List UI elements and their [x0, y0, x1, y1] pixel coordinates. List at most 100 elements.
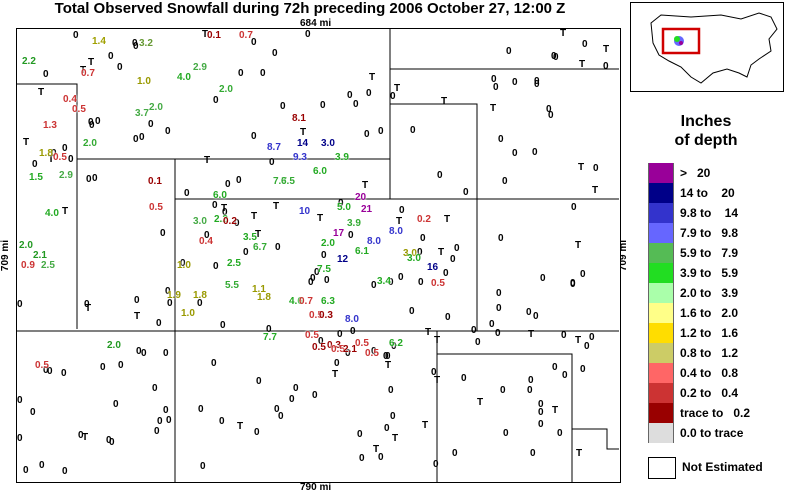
observation-value: 1.0: [177, 260, 191, 271]
observation-zero-marker: T: [221, 203, 228, 214]
observation-zero-marker: 0: [452, 448, 458, 459]
observation-zero-marker: T: [202, 29, 209, 40]
observation-zero-marker: 0: [225, 179, 231, 190]
observation-zero-marker: 0: [353, 99, 359, 110]
observation-zero-marker: 0: [109, 437, 115, 448]
observation-value: 12: [337, 254, 349, 265]
observation-value: 0.5: [312, 342, 326, 353]
legend-label: 0.8 to 1.2: [680, 346, 739, 360]
observation-value: 2.0: [107, 340, 121, 351]
observation-zero-marker: 0: [538, 407, 544, 418]
observation-zero-marker: T: [82, 432, 89, 443]
observation-zero-marker: 0: [512, 148, 518, 159]
observation-zero-marker: T: [444, 214, 451, 225]
observation-value: 2.0: [219, 84, 233, 95]
observation-zero-marker: 0: [580, 269, 586, 280]
observation-zero-marker: 0: [134, 295, 140, 306]
observation-value: T: [362, 180, 369, 191]
legend-swatch: [648, 303, 674, 323]
observation-value: 0.3: [327, 340, 341, 351]
snowfall-map[interactable]: 0 0 0 0 T 0 0 T 0 T 0 0 0 T 0 0 0 0 0 T 0 T 0 0 0 0 0 0 0 0 T 0 T 0 T 0 0 T 0 0…: [16, 28, 621, 483]
observation-zero-marker: 0: [39, 460, 45, 471]
observation-zero-marker: 0: [528, 375, 534, 386]
observation-value: 2.0: [321, 238, 335, 249]
observation-zero-marker: 0: [238, 68, 244, 79]
left-distance-label: 709 mi: [0, 239, 12, 272]
observation-zero-marker: 0: [496, 288, 502, 299]
legend-label: 0.4 to 0.8: [680, 366, 739, 380]
observation-zero-marker: 0: [274, 404, 280, 415]
observation-value: 0.5: [72, 104, 86, 115]
observation-zero-marker: 0: [280, 101, 286, 112]
observation-value: 4.0: [45, 208, 59, 219]
observation-zero-marker: 0: [211, 358, 217, 369]
observation-zero-marker: 0: [163, 405, 169, 416]
observation-zero-marker: 0: [30, 407, 36, 418]
observation-zero-marker: 0: [530, 448, 536, 459]
observation-zero-marker: T: [578, 162, 585, 173]
observation-zero-marker: 0: [548, 110, 554, 121]
observation-zero-marker: 0: [512, 77, 518, 88]
observation-zero-marker: 0: [275, 242, 281, 253]
observation-zero-marker: 0: [62, 143, 68, 154]
observation-value: 3.5: [243, 232, 257, 243]
observation-value: 2.9: [193, 62, 207, 73]
observation-value: 0.5: [355, 338, 369, 349]
observation-zero-marker: 0: [450, 254, 456, 265]
observation-zero-marker: 0: [132, 38, 138, 49]
observation-zero-marker: T: [434, 375, 441, 386]
observation-zero-marker: T: [576, 448, 583, 459]
observation-value: 1.9: [167, 290, 181, 301]
legend-label: 9.8 to 14: [680, 206, 739, 220]
observation-zero-marker: 0: [180, 258, 186, 269]
legend-label: 5.9 to 7.9: [680, 246, 739, 260]
observation-zero-marker: 0: [398, 272, 404, 283]
legend-label: 3.9 to 5.9: [680, 266, 739, 280]
legend-label: 0.0 to trace: [680, 426, 744, 440]
observation-zero-marker: 0: [289, 394, 295, 405]
observation-zero-marker: 0: [551, 51, 557, 62]
observation-zero-marker: T: [332, 369, 339, 380]
observation-zero-marker: T: [23, 137, 30, 148]
observation-zero-marker: 0: [498, 233, 504, 244]
observation-value: 0.7: [299, 296, 313, 307]
legend-swatch: [648, 223, 674, 243]
observation-zero-marker: 0: [167, 298, 173, 309]
observation-zero-marker: T: [134, 311, 141, 322]
observation-zero-marker: 0: [385, 351, 391, 362]
observation-value: 2.1: [343, 344, 357, 355]
observation-zero-marker: 0: [184, 188, 190, 199]
observation-zero-marker: 0: [113, 399, 119, 410]
observation-zero-marker: 0: [320, 100, 326, 111]
observation-value: 7.5: [317, 264, 331, 275]
observation-zero-marker: T: [251, 211, 258, 222]
legend-swatch: [648, 163, 674, 183]
observation-zero-marker: T: [425, 327, 432, 338]
observation-zero-marker: 0: [88, 117, 94, 128]
observation-value: 0.5: [53, 152, 67, 163]
legend-swatch: [648, 403, 674, 423]
observation-zero-marker: 0: [62, 466, 68, 477]
observation-zero-marker: T: [441, 96, 448, 107]
observation-zero-marker: 0: [503, 428, 509, 439]
observation-value: 2.1: [33, 250, 47, 261]
not-estimated-swatch: [648, 457, 676, 479]
observation-zero-marker: 0: [546, 104, 552, 115]
observation-zero-marker: 0: [553, 52, 559, 63]
observation-value: 0.9: [21, 260, 35, 271]
observation-zero-marker: 0: [312, 390, 318, 401]
observation-zero-marker: 0: [538, 419, 544, 430]
observation-zero-marker: T: [385, 360, 392, 371]
legend-swatch: [648, 383, 674, 403]
observation-zero-marker: T: [575, 335, 582, 346]
observation-value: 6.7: [253, 242, 267, 253]
observation-zero-marker: 0: [454, 243, 460, 254]
locator-inset-map[interactable]: [630, 2, 784, 92]
observation-zero-marker: T: [85, 303, 92, 314]
observation-value: 6.3: [321, 296, 335, 307]
observation-value: 8.1: [292, 113, 306, 124]
observation-value: 0.1: [207, 30, 221, 41]
observation-zero-marker: 0: [251, 37, 257, 48]
observation-zero-marker: 0: [200, 461, 206, 472]
observation-value: 4.0: [177, 72, 191, 83]
